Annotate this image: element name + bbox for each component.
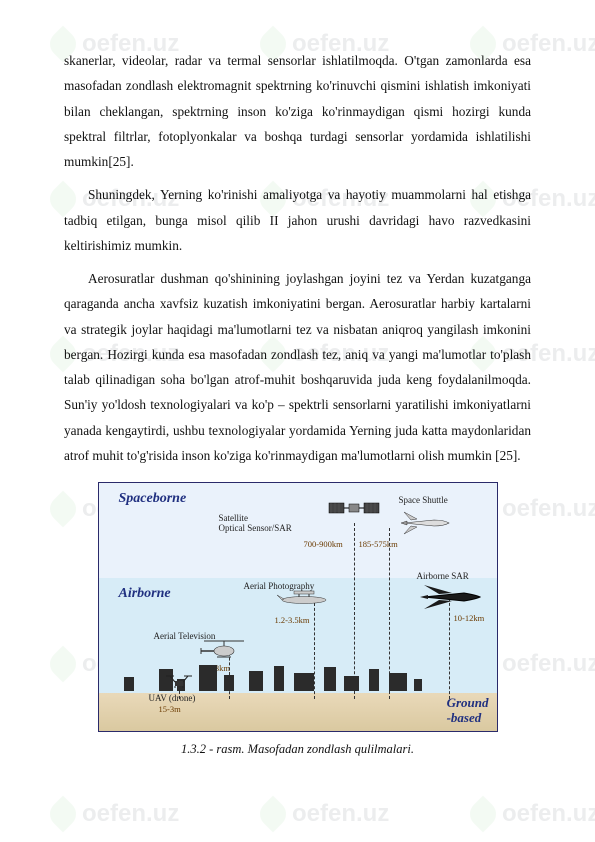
uav-altitude: 15-3m <box>159 704 181 714</box>
space-shuttle-icon <box>399 508 454 538</box>
airborne-sar-altitude: 10-12km <box>454 613 485 623</box>
uav-drone-icon <box>162 671 196 691</box>
shuttle-label: Space Shuttle <box>399 495 448 505</box>
airborne-label: Airborne <box>119 586 171 602</box>
satellite-altitude: 700-900km <box>304 539 343 549</box>
uav-label: UAV (drone) <box>149 693 196 703</box>
helicopter-icon <box>199 636 254 661</box>
shuttle-altitude: 185-575km <box>359 539 398 549</box>
ground-label: Ground -based <box>447 696 489 725</box>
paragraph-3: Aerosuratlar dushman qo'shinining joylas… <box>64 266 531 468</box>
satellite-label: SatelliteOptical Sensor/SAR <box>219 513 292 534</box>
airborne-sar-label: Airborne SAR <box>417 571 469 581</box>
page-content: skanerlar, videolar, radar va termal sen… <box>0 0 595 797</box>
spaceborne-label: Spaceborne <box>119 491 187 507</box>
satellite-icon <box>324 493 384 523</box>
paragraph-2: Shuningdek, Yerning ko'rinishi amaliyotg… <box>64 182 531 258</box>
remote-sensing-diagram: Spaceborne Airborne Ground -based <box>98 482 498 732</box>
airborne-sar-jet-icon <box>414 583 484 611</box>
figure: Spaceborne Airborne Ground -based <box>64 482 531 757</box>
aerial-photo-altitude: 1.2-3.5km <box>275 615 310 625</box>
city-skyline <box>99 661 497 691</box>
figure-caption: 1.3.2 - rasm. Masofadan zondlash qulilma… <box>181 742 414 757</box>
paragraph-1: skanerlar, videolar, radar va termal sen… <box>64 48 531 174</box>
aerial-photo-plane-icon <box>274 586 334 611</box>
